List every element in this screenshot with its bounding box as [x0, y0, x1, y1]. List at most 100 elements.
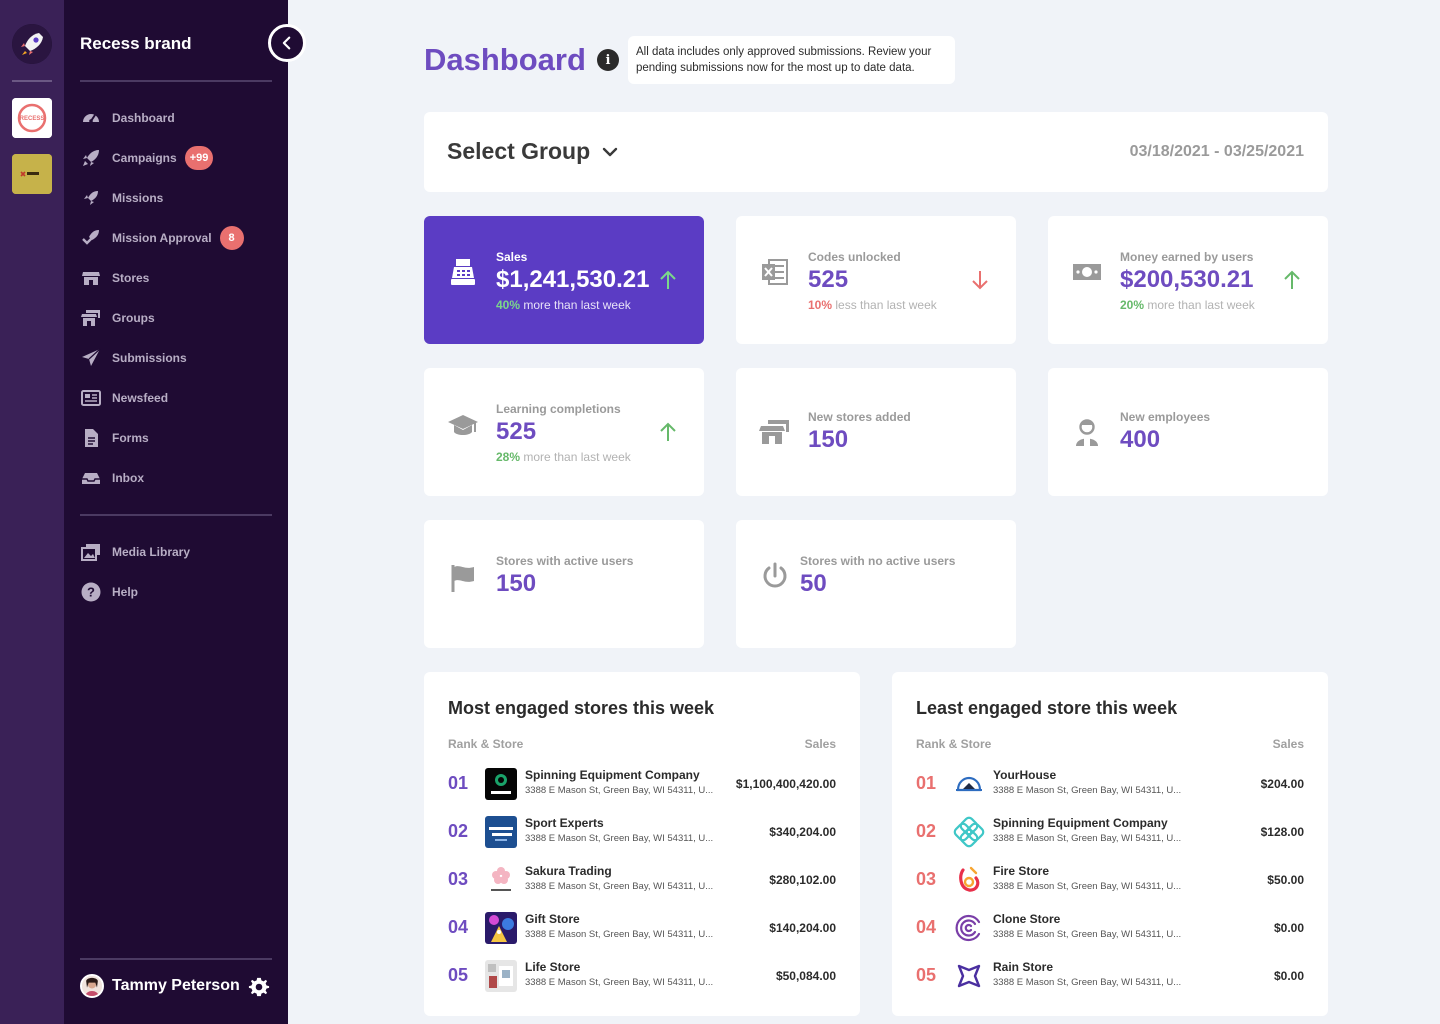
rank-number: 01	[916, 773, 937, 793]
learning-completions-card: Learning completions 525 28% more than l…	[424, 368, 704, 496]
gear-icon[interactable]	[248, 976, 270, 998]
store-address: 3388 E Mason St, Green Bay, WI 54311, U.…	[525, 881, 714, 892]
table-row[interactable]: 01 Spinning Equipment Company 3388 E Mas…	[448, 768, 836, 802]
sales-trend-text: 40% more than last week	[496, 298, 631, 312]
sidebar-item-label: Dashboard	[112, 111, 175, 125]
store-logo	[485, 864, 517, 896]
active-stores-card: Stores with active users 150	[424, 520, 704, 648]
money-earned-card: Money earned by users $200,530.21 20% mo…	[1048, 216, 1328, 344]
rank-number: 03	[448, 869, 469, 889]
store-logo	[485, 816, 517, 848]
flag-icon	[446, 561, 480, 595]
sidebar-item-label: Submissions	[112, 351, 187, 365]
money-earned-trend-text: 20% more than last week	[1120, 298, 1255, 312]
store-name: Gift Store	[525, 912, 580, 926]
sidebar-item-label: Newsfeed	[112, 391, 169, 405]
table-row[interactable]: 04 Clone Store 3388 E Mason St, Green Ba…	[916, 912, 1304, 946]
table-row[interactable]: 02 Spinning Equipment Company 3388 E Mas…	[916, 816, 1304, 850]
page-title: Dashboard	[424, 42, 586, 77]
sidebar-item-stores[interactable]: Stores	[80, 266, 149, 290]
graduation-cap-icon	[446, 409, 480, 443]
collapse-sidebar-button[interactable]	[268, 24, 306, 62]
store-address: 3388 E Mason St, Green Bay, WI 54311, U.…	[525, 785, 714, 796]
newspaper-icon	[80, 387, 102, 409]
sidebar-item-forms[interactable]: Forms	[80, 426, 149, 450]
store-address: 3388 E Mason St, Green Bay, WI 54311, U.…	[993, 785, 1182, 796]
codes-unlocked-trend-text: 10% less than last week	[808, 298, 937, 312]
sidebar-item-dashboard[interactable]: Dashboard	[80, 106, 175, 130]
store-logo	[953, 816, 985, 848]
sidebar-divider-middle	[80, 514, 272, 516]
sidebar-item-newsfeed[interactable]: Newsfeed	[80, 386, 168, 410]
sidebar-item-media-library[interactable]: Media Library	[80, 540, 190, 564]
table-row[interactable]: 01 YourHouse 3388 E Mason St, Green Bay,…	[916, 768, 1304, 802]
power-icon	[758, 559, 792, 593]
sidebar-item-mission-approval[interactable]: Mission Approval 8	[80, 226, 244, 250]
store-address: 3388 E Mason St, Green Bay, WI 54311, U.…	[993, 881, 1182, 892]
user-profile[interactable]: Tammy Peterson	[80, 974, 240, 998]
learning-completions-trend-text: 28% more than last week	[496, 450, 631, 464]
store-name: Life Store	[525, 960, 581, 974]
sidebar-item-campaigns[interactable]: Campaigns +99	[80, 146, 214, 170]
dashboard-gauge-icon	[80, 107, 102, 129]
sales-pct: 40%	[496, 298, 521, 312]
table-row[interactable]: 05 Rain Store 3388 E Mason St, Green Bay…	[916, 960, 1304, 994]
most-engaged-panel: Most engaged stores this week Rank & Sto…	[424, 672, 860, 1016]
date-range[interactable]: 03/18/2021 - 03/25/2021	[1129, 143, 1304, 160]
store-sales: $50,084.00	[775, 969, 836, 983]
sidebar-item-label: Missions	[112, 191, 164, 205]
store-logo	[485, 912, 517, 944]
stores-group-icon	[758, 415, 792, 449]
column-header-sales: Sales	[804, 737, 836, 751]
store-address: 3388 E Mason St, Green Bay, WI 54311, U.…	[993, 977, 1182, 988]
new-employees-value: 400	[1120, 426, 1161, 453]
new-stores-card: New stores added 150	[736, 368, 1016, 496]
table-row[interactable]: 02 Sport Experts 3388 E Mason St, Green …	[448, 816, 836, 850]
select-group-dropdown[interactable]: Select Group	[447, 138, 618, 165]
column-header-rank-store: Rank & Store	[916, 737, 992, 751]
sidebar-item-help[interactable]: ? Help	[80, 580, 138, 604]
table-row[interactable]: 04 Gift Store 3388 E Mason St, Green Bay…	[448, 912, 836, 946]
store-address: 3388 E Mason St, Green Bay, WI 54311, U.…	[525, 833, 714, 844]
select-group-label: Select Group	[447, 138, 591, 164]
rank-number: 03	[916, 869, 937, 889]
new-employees-label: New employees	[1120, 410, 1211, 424]
table-row[interactable]: 03 Fire Store 3388 E Mason St, Green Bay…	[916, 864, 1304, 898]
sidebar-item-submissions[interactable]: Submissions	[80, 346, 187, 370]
store-name: Clone Store	[993, 912, 1061, 926]
sidebar-item-missions[interactable]: Missions	[80, 186, 163, 210]
brand-secondary-logo[interactable]	[12, 154, 52, 194]
sidebar-item-label: Campaigns	[112, 151, 177, 165]
table-row[interactable]: 05 Life Store 3388 E Mason St, Green Bay…	[448, 960, 836, 994]
inbox-tray-icon	[80, 467, 102, 489]
sidebar-item-groups[interactable]: Groups	[80, 306, 155, 330]
mission-approval-count-badge: 8	[219, 226, 244, 250]
rocket-small-icon	[80, 187, 102, 209]
rank-number: 02	[448, 821, 469, 841]
sales-value: $1,241,530.21	[496, 266, 650, 293]
sidebar-item-inbox[interactable]: Inbox	[80, 466, 144, 490]
store-sales: $0.00	[1273, 969, 1304, 983]
rocket-logo-icon[interactable]	[12, 24, 52, 64]
rocket-icon	[80, 147, 102, 169]
most-engaged-title: Most engaged stores this week	[448, 698, 715, 718]
help-circle-icon: ?	[80, 581, 102, 603]
avatar	[80, 974, 104, 998]
money-earned-label: Money earned by users	[1120, 250, 1254, 264]
rank-number: 04	[448, 917, 469, 937]
least-engaged-panel: Least engaged store this week Rank & Sto…	[892, 672, 1328, 1016]
table-row[interactable]: 03 Sakura Trading 3388 E Mason St, Green…	[448, 864, 836, 898]
new-stores-label: New stores added	[808, 410, 911, 424]
group-filter-bar: Select Group 03/18/2021 - 03/25/2021	[424, 112, 1328, 192]
brand-recess-logo[interactable]: RECESS	[12, 98, 52, 138]
info-tooltip: All data includes only approved submissi…	[628, 36, 955, 84]
store-sales: $0.00	[1273, 921, 1304, 935]
codes-unlocked-trend-note: less than last week	[832, 298, 937, 312]
arrow-up-icon	[660, 422, 676, 441]
store-logo	[485, 960, 517, 992]
sidebar-item-label: Inbox	[112, 471, 144, 485]
store-sales: $204.00	[1260, 777, 1304, 791]
store-address: 3388 E Mason St, Green Bay, WI 54311, U.…	[993, 833, 1182, 844]
info-icon[interactable]: i	[597, 49, 619, 71]
chevron-down-icon	[602, 147, 618, 156]
